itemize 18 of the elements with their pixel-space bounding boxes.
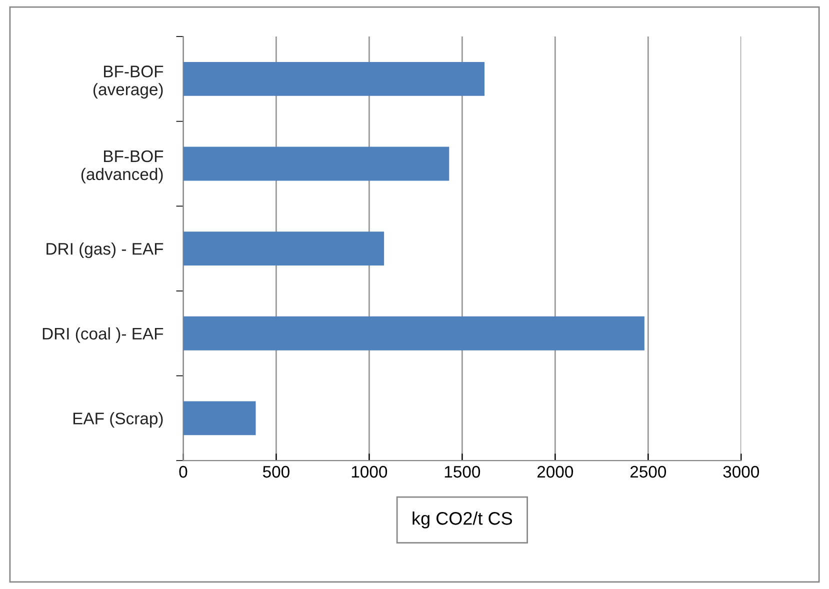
- x-tick-label: 1000: [352, 466, 388, 478]
- x-tick-label: 3000: [723, 466, 760, 478]
- x-tick-label: 500: [262, 466, 290, 478]
- y-tick-label: BF-BOF (advanced): [81, 150, 164, 184]
- y-tick-label: BF-BOF (average): [93, 66, 164, 99]
- bar: [183, 146, 450, 181]
- bar: [183, 232, 384, 266]
- x-tick-label: 2500: [630, 466, 666, 478]
- x-tick-label: 0: [179, 466, 188, 478]
- bar: [183, 401, 256, 436]
- bar: [183, 62, 484, 96]
- x-axis-title: kg CO2/t CS: [412, 512, 512, 528]
- bar: [183, 316, 644, 350]
- y-tick-label: DRI (coal )- EAF: [42, 327, 164, 343]
- x-tick-label: 2000: [537, 466, 574, 478]
- x-tick-label: 1500: [444, 466, 480, 478]
- y-tick-label: DRI (gas) - EAF: [46, 242, 164, 258]
- y-tick-label: EAF (Scrap): [73, 412, 163, 428]
